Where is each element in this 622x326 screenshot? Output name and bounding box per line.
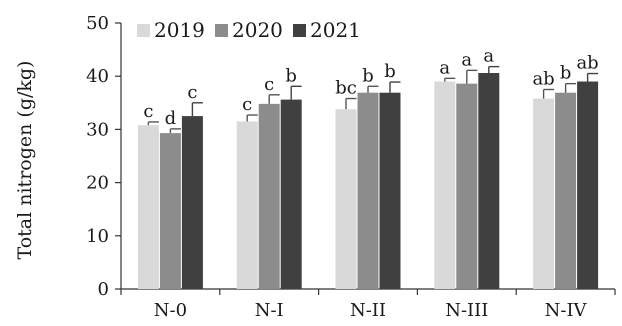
bar: [280, 99, 302, 289]
significance-label: b: [560, 63, 572, 84]
bar: [335, 109, 357, 290]
y-tick-label: 10: [86, 226, 109, 247]
significance-label: c: [143, 101, 153, 122]
x-tick-label: N-II: [350, 300, 386, 321]
bar: [478, 73, 500, 290]
bar: [181, 116, 203, 289]
significance-label: ab: [576, 53, 598, 74]
bar: [379, 92, 401, 289]
y-tick-label: 0: [98, 279, 109, 300]
error-bar-group: [147, 65, 599, 134]
x-tick-label: N-I: [255, 300, 284, 321]
bar-series-group: [137, 73, 599, 290]
bar: [533, 98, 555, 289]
significance-label: bc: [335, 78, 357, 99]
bar: [577, 81, 599, 290]
bar: [159, 133, 181, 289]
bar: [236, 121, 258, 289]
bar: [555, 92, 577, 289]
y-axis: 0 10 20 30 40 50: [86, 13, 122, 300]
significance-label: c: [187, 82, 197, 103]
significance-label: d: [165, 108, 177, 129]
significance-label: c: [242, 94, 252, 115]
legend-swatch: [137, 24, 150, 37]
y-tick-label: 20: [86, 173, 109, 194]
bar: [258, 103, 280, 289]
significance-label: b: [285, 65, 297, 86]
significance-label: b: [384, 61, 396, 82]
x-axis: N-0 N-I N-II N-III N-IV: [120, 288, 616, 321]
y-tick-label: 40: [86, 66, 109, 87]
legend-label: 2019: [154, 18, 205, 42]
significance-label: a: [483, 46, 494, 67]
y-axis-title: Total nitrogen (g/kg): [14, 61, 36, 260]
legend-label: 2020: [232, 18, 283, 42]
legend-label: 2021: [310, 18, 361, 42]
x-tick-label: N-IV: [545, 300, 588, 321]
legend: 2019 2020 2021: [137, 18, 361, 42]
bar: [137, 125, 159, 289]
significance-label: b: [362, 65, 374, 86]
bar: [357, 92, 379, 289]
significance-label: c: [264, 74, 274, 95]
y-tick-label: 50: [86, 13, 109, 34]
significance-label: a: [439, 57, 450, 78]
x-tick-label: N-0: [154, 300, 187, 321]
bar: [434, 81, 456, 290]
bar: [456, 83, 478, 289]
x-tick-label: N-III: [445, 300, 488, 321]
legend-swatch: [215, 24, 228, 37]
legend-swatch: [293, 24, 306, 37]
y-tick-label: 30: [86, 119, 109, 140]
significance-label: ab: [532, 69, 554, 90]
significance-label: a: [461, 49, 472, 70]
